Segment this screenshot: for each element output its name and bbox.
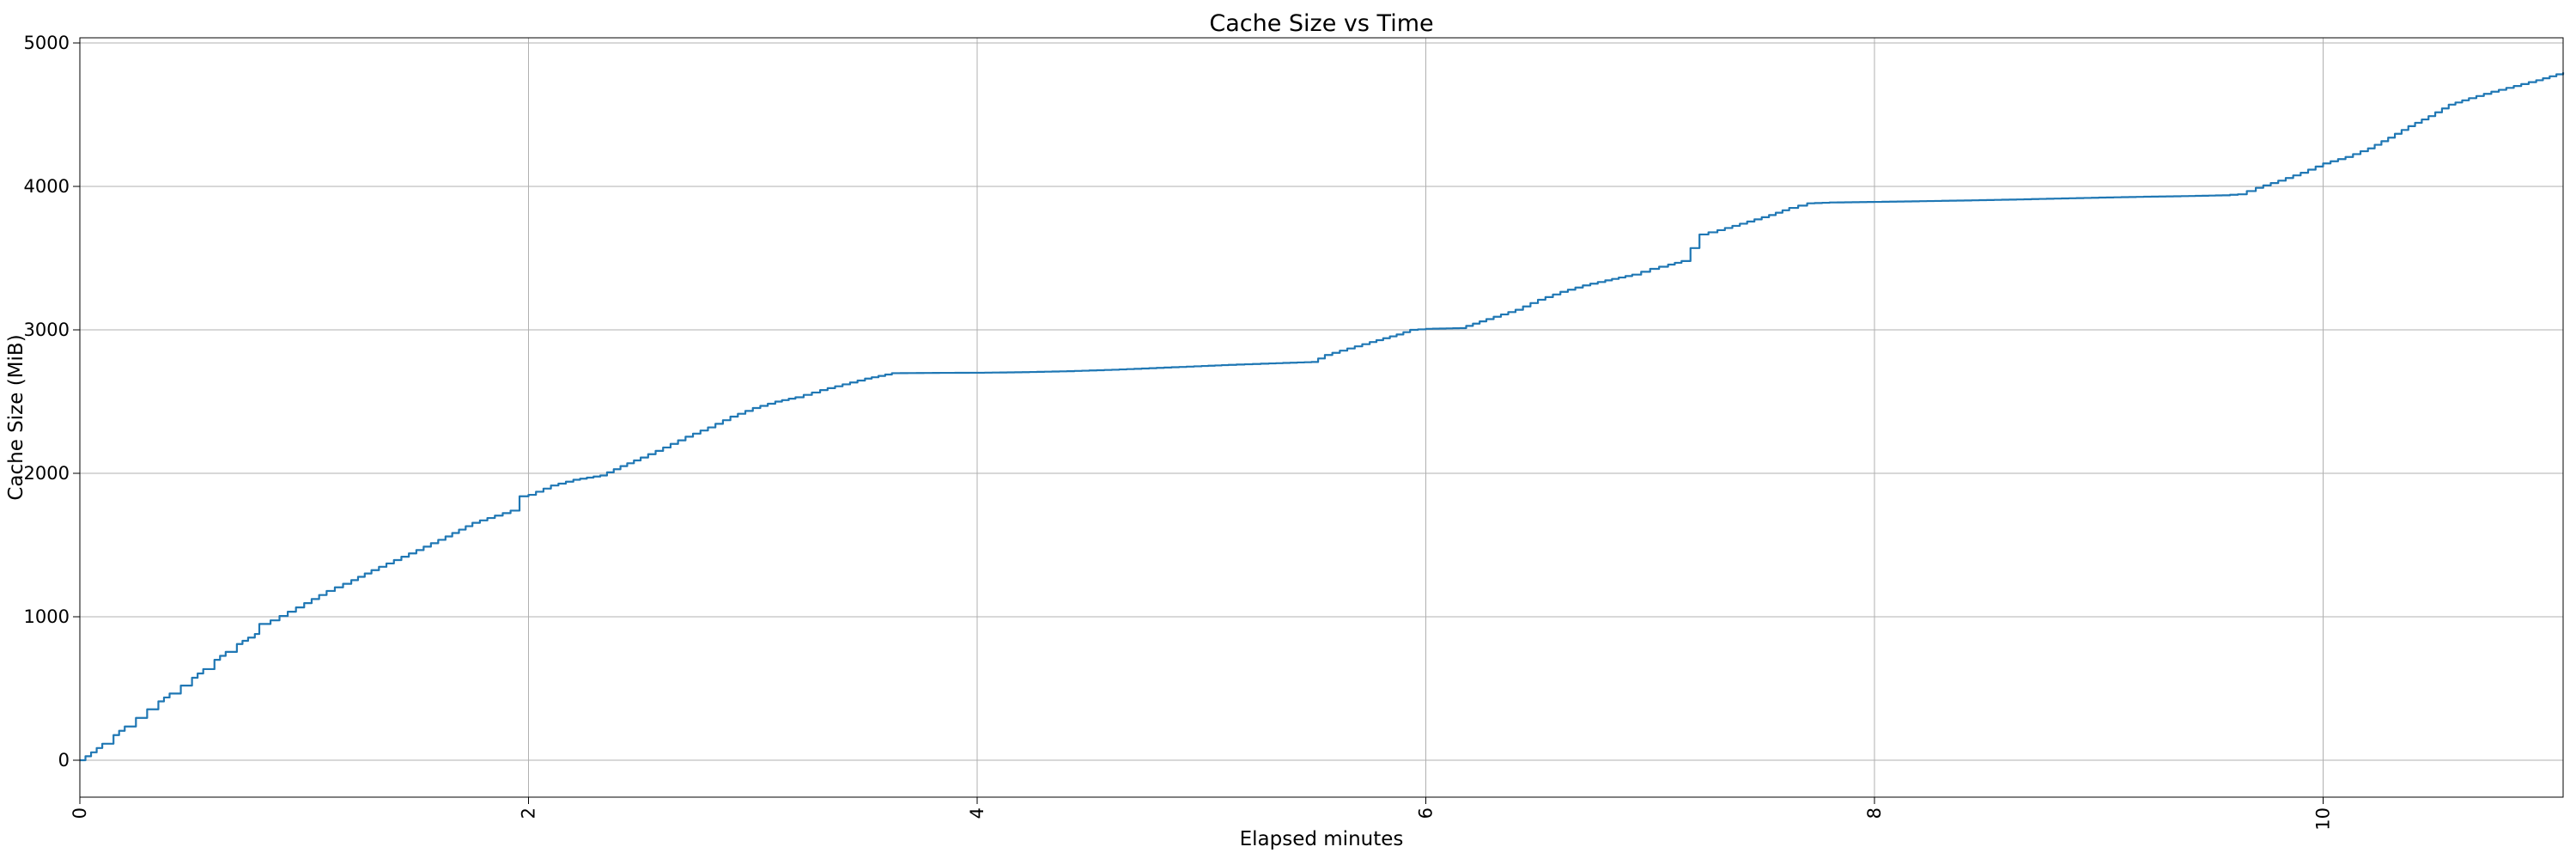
x-tick-label: 6	[1415, 807, 1436, 819]
y-tick-label: 1000	[24, 606, 70, 627]
y-axis-label: Cache Size (MiB)	[5, 334, 27, 500]
x-tick-label: 10	[2312, 807, 2333, 831]
y-tick-label: 4000	[24, 176, 70, 197]
y-tick-label: 5000	[24, 33, 70, 53]
tick-label-layer: 0 2 4 6 8 10 0 1000 2000 3000 4000 5000	[24, 33, 2334, 831]
series-line-cache-size	[80, 72, 2565, 762]
x-tick-label: 8	[1864, 807, 1885, 819]
y-tick-label: 2000	[24, 463, 70, 484]
axes-box	[79, 37, 2564, 798]
x-tick-label: 2	[518, 807, 538, 819]
x-tick-label: 4	[967, 807, 987, 819]
chart-title: Cache Size vs Time	[1209, 10, 1433, 37]
x-axis-label: Elapsed minutes	[1240, 828, 1404, 850]
y-tick-label: 0	[58, 750, 70, 771]
y-tick-label: 3000	[24, 320, 70, 340]
series-layer	[80, 72, 2565, 762]
grid-layer	[79, 38, 2563, 797]
axes-layer	[73, 37, 2564, 804]
x-tick-label: 0	[70, 807, 90, 819]
